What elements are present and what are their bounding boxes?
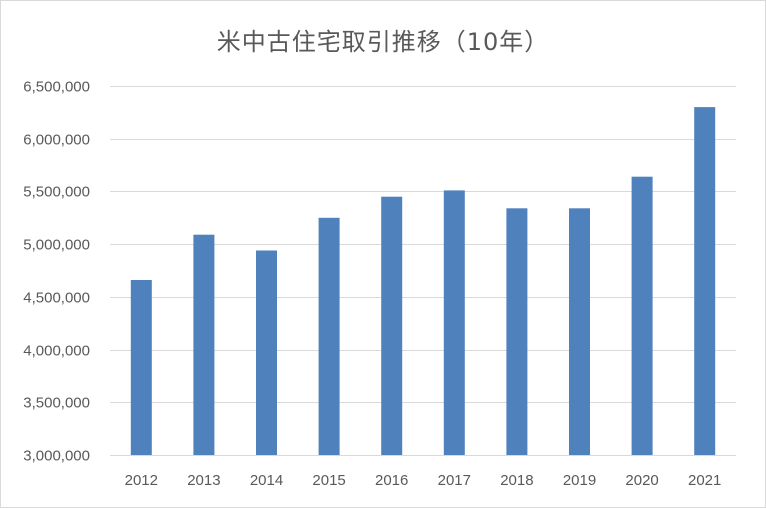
bar-2012	[130, 280, 152, 455]
x-tick-label: 2019	[563, 472, 596, 489]
x-tick-label: 2020	[625, 472, 658, 489]
x-tick-label: 2015	[312, 472, 345, 489]
x-tick-label: 2016	[375, 472, 408, 489]
x-tick-label: 2012	[125, 472, 158, 489]
x-tick-label: 2013	[187, 472, 220, 489]
y-tick-label: 6,500,000	[23, 79, 90, 96]
bars	[130, 107, 716, 455]
y-tick-label: 4,000,000	[23, 343, 90, 360]
bar-2013	[193, 234, 215, 455]
y-axis-tick-labels: 3,000,000 3,500,000 4,000,000 4,500,000 5,00…	[23, 79, 90, 465]
x-tick-label: 2017	[438, 472, 471, 489]
bar-2019	[569, 208, 590, 455]
bar-2021	[694, 107, 716, 455]
y-tick-label: 4,500,000	[23, 290, 90, 307]
bar-2016	[381, 196, 403, 455]
bar-2018	[506, 208, 528, 455]
y-tick-label: 3,000,000	[23, 448, 90, 465]
x-tick-label: 2018	[500, 472, 533, 489]
bar-2014	[256, 250, 277, 455]
y-tick-label: 5,000,000	[23, 237, 90, 254]
chart-title: 米中古住宅取引推移（10年）	[216, 28, 550, 56]
bar-2015	[318, 217, 340, 455]
y-tick-label: 6,000,000	[23, 132, 90, 149]
x-axis-tick-labels: 2012 2013 2014 2015 2016 2017 2018 2019 2020 2021	[125, 472, 722, 489]
x-tick-label: 2021	[688, 472, 721, 489]
x-tick-label: 2014	[250, 472, 283, 489]
bar-2017	[443, 190, 465, 455]
y-tick-label: 5,500,000	[23, 184, 90, 201]
bar-2020	[631, 176, 653, 455]
y-tick-label: 3,500,000	[23, 395, 90, 412]
